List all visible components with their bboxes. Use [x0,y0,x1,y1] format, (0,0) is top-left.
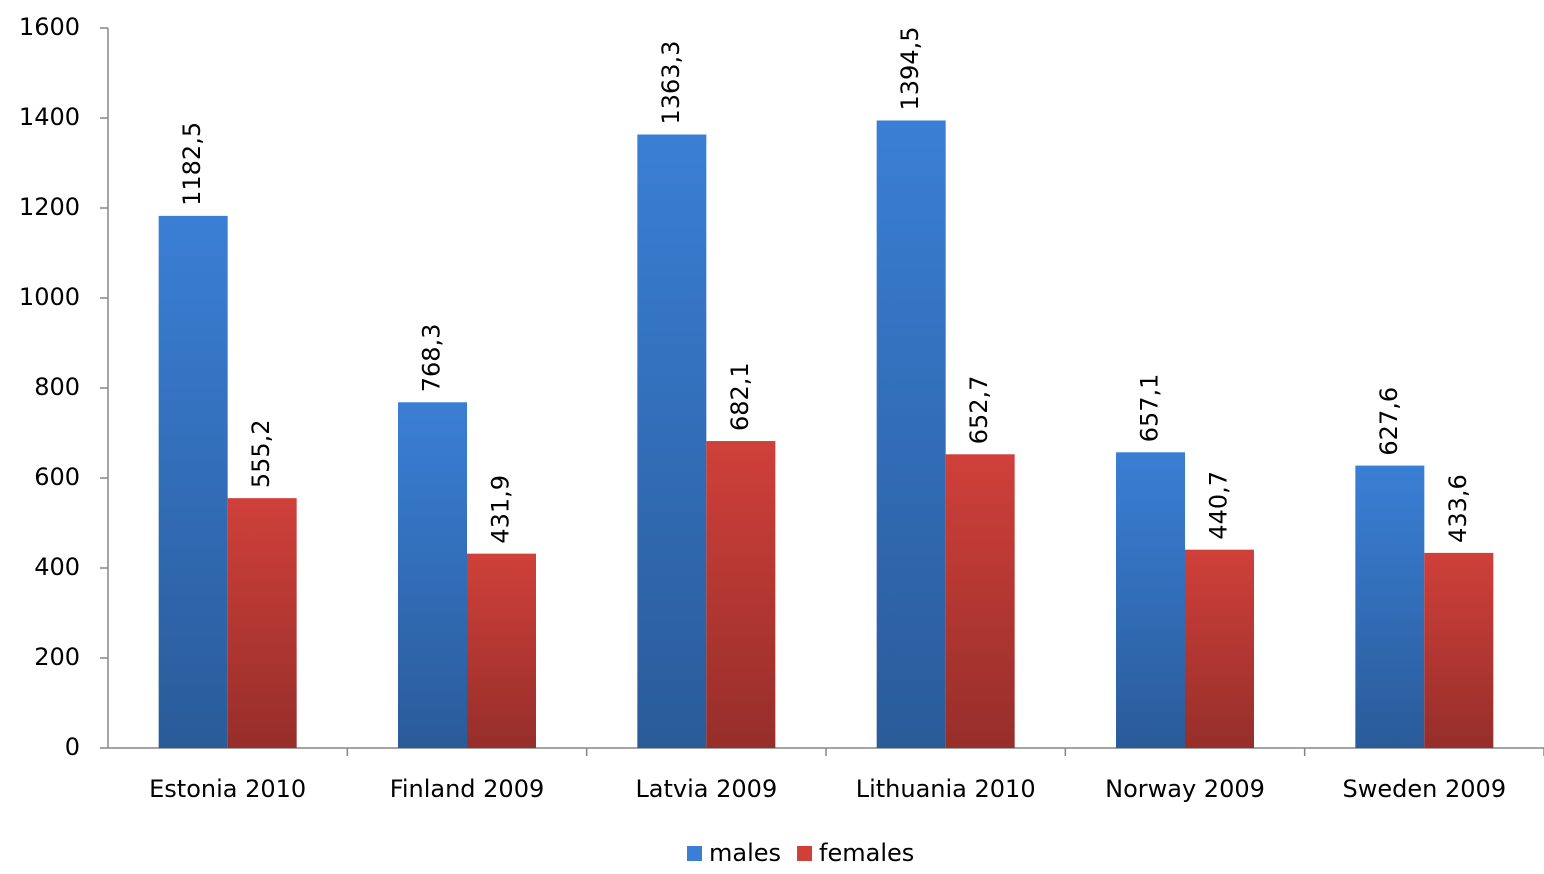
y-tick-label: 600 [34,463,80,491]
bar [706,441,776,748]
y-tick-label: 400 [34,553,80,581]
x-tick-label: Sweden 2009 [1343,775,1507,803]
x-tick-label: Norway 2009 [1105,775,1265,803]
value-label: 555,2 [247,419,275,488]
y-tick-label: 1000 [19,283,80,311]
x-tick-label: Lithuania 2010 [856,775,1036,803]
x-tick-label: Estonia 2010 [149,775,306,803]
value-label: 1363,3 [657,41,685,125]
value-label: 431,9 [487,475,515,544]
x-tick-label: Latvia 2009 [635,775,777,803]
value-label: 627,6 [1375,387,1403,456]
bar [1424,552,1494,748]
y-tick-label: 1200 [19,193,80,221]
bar [398,402,467,748]
bar [1116,452,1185,748]
bar [945,454,1015,748]
bar [158,215,228,748]
bar [1355,465,1425,748]
legend-label: males [709,839,781,867]
bar [467,553,536,748]
value-label: 682,1 [726,362,754,431]
y-tick-label: 0 [65,733,80,761]
value-label: 1394,5 [896,26,924,110]
value-label: 657,1 [1136,374,1164,443]
legend-swatch [687,846,702,861]
bar [637,134,707,748]
value-label: 440,7 [1205,471,1233,540]
y-tick-label: 200 [34,643,80,671]
value-label: 652,7 [965,376,993,445]
y-tick-label: 1400 [19,103,80,131]
value-label: 768,3 [418,324,446,393]
value-label: 433,6 [1444,474,1472,543]
x-tick-label: Finland 2009 [390,775,544,803]
bar [876,120,946,749]
value-label: 1182,5 [178,122,206,206]
y-tick-label: 800 [34,373,80,401]
y-tick-label: 1600 [19,13,80,41]
bar [227,498,297,748]
legend-label: females [819,839,914,867]
legend-swatch [797,846,813,861]
bar [1185,549,1254,748]
